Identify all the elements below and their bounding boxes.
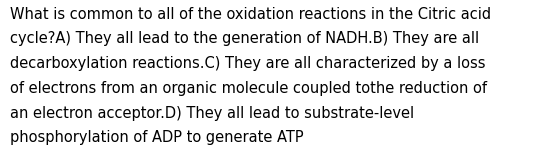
Text: decarboxylation reactions.C) They are all characterized by a loss: decarboxylation reactions.C) They are al… <box>10 56 485 71</box>
Text: cycle?A) They all lead to the generation of NADH.B) They are all: cycle?A) They all lead to the generation… <box>10 31 479 46</box>
Text: an electron acceptor.D) They all lead to substrate-level: an electron acceptor.D) They all lead to… <box>10 106 414 121</box>
Text: What is common to all of the oxidation reactions in the Citric acid: What is common to all of the oxidation r… <box>10 7 491 22</box>
Text: phosphorylation of ADP to generate ATP: phosphorylation of ADP to generate ATP <box>10 130 304 145</box>
Text: of electrons from an organic molecule coupled tothe reduction of: of electrons from an organic molecule co… <box>10 81 487 96</box>
